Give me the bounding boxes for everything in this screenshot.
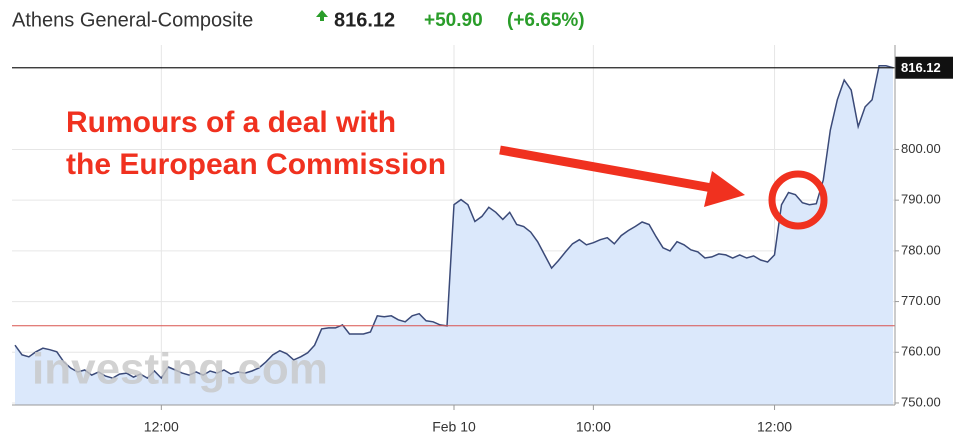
last-value-label: 816.12 [901,60,941,75]
x-tick-label: Feb 10 [432,419,476,435]
x-tick-label: 12:00 [757,419,792,435]
watermark: investing.com [32,345,328,394]
x-tick-label: 12:00 [144,419,179,435]
line [14,65,894,380]
plot: 816.12 750.00 760.00 770.00 780.00 790.00 800.… [12,45,953,435]
area [15,65,893,406]
annotation: Rumours of a deal with [66,106,396,139]
last-price: 816.12 [334,9,395,31]
annotation-circle [768,170,828,230]
y-tick-label: 780.00 [901,242,941,257]
annotation: the European Commission [66,148,446,181]
y-tick-label: 790.00 [901,192,941,207]
up-arrow [316,10,328,21]
y-tick-label: 760.00 [901,344,941,359]
y-tick-label: 770.00 [901,293,941,308]
x-tick-label: 10:00 [576,419,611,435]
change-pct: (+6.65%) [507,10,585,31]
annotation-arrow [499,145,713,193]
y-tick-label: 750.00 [901,394,941,409]
y-tick-label: 800.00 [901,141,941,156]
annotation-arrow-head [704,171,745,207]
chart-title: Athens General-Composite [12,9,253,31]
last-value-box [895,56,953,79]
change: +50.90 [424,10,483,31]
